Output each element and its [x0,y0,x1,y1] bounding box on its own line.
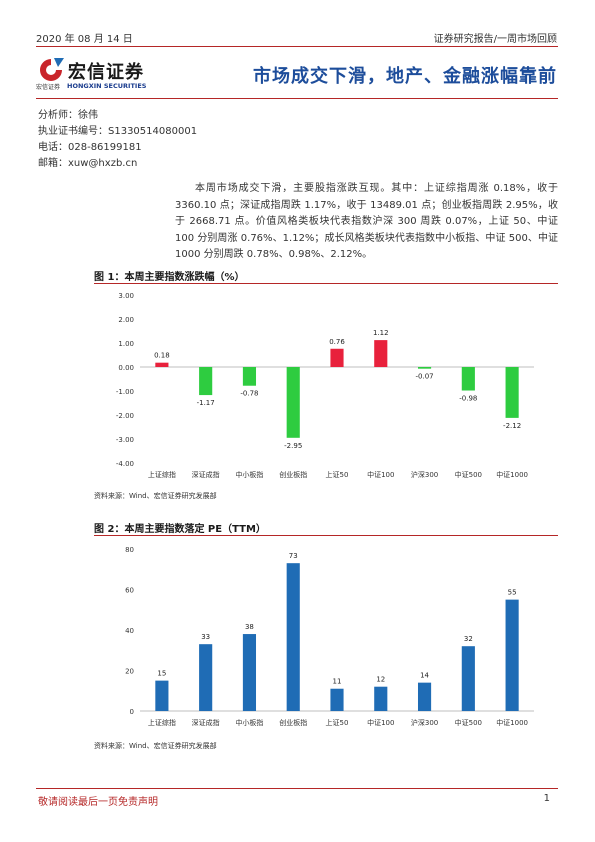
category-label: 沪深300 [411,718,438,727]
bar-上证50 [330,348,344,367]
report-date: 2020 年 08 月 14 日 [36,34,133,45]
category-label: 中小板指 [235,718,263,727]
category-label: 创业板指 [279,718,307,727]
bar-创业板指 [286,563,300,711]
category-label: 沪深300 [411,470,438,479]
category-label: 中证100 [367,718,394,727]
data-label: 0.76 [329,338,345,346]
data-label: 73 [289,552,298,560]
figure-1-title: 图 1：本周主要指数涨跌幅（%） [94,272,245,283]
figure-1-source: 资料来源：Wind、宏信证券研究发展部 [94,492,217,500]
category-label: 上证50 [326,718,349,727]
bar-上证综指 [155,680,169,711]
category-label: 创业板指 [279,470,307,479]
company-name-en: HONGXIN SECURITIES [67,82,147,90]
category-label: 上证50 [326,470,349,479]
bar-深证成指 [199,644,213,711]
y-tick-label: -4.00 [116,460,134,468]
bar-中证1000 [505,599,519,711]
bar-上证50 [330,688,344,711]
report-title: 市场成交下滑，地产、金融涨幅靠前 [253,66,557,87]
bar-中证500 [461,367,475,391]
y-tick-label: 40 [125,627,134,635]
bar-中小板指 [242,367,257,386]
category-label: 中证1000 [496,718,528,727]
analyst-name: 分析师：徐伟 [38,110,98,121]
bar-中证500 [461,646,475,711]
bar-中证100 [374,340,388,367]
bar-创业板指 [286,367,300,438]
data-label: 12 [376,676,385,684]
company-logo-icon [40,58,64,81]
footer-divider [36,788,558,789]
data-label: 11 [333,678,342,686]
category-label: 深证成指 [192,470,220,479]
data-label: -0.78 [240,390,258,398]
y-tick-label: -3.00 [116,436,134,444]
data-label: 55 [508,589,517,597]
y-tick-label: 20 [125,668,134,676]
data-label: -0.98 [459,395,477,403]
bar-沪深300 [417,367,432,369]
data-label: -2.95 [284,442,302,450]
analyst-license: 执业证书编号：S1330514080001 [38,126,198,137]
title-divider [36,98,558,99]
figure-2-divider [94,535,558,536]
report-category: 证券研究报告/一周市场回顾 [433,34,557,45]
data-label: -2.12 [503,422,521,430]
data-label: 38 [245,623,254,631]
data-label: 0.18 [154,352,170,360]
y-tick-label: -2.00 [116,412,134,420]
data-label: 15 [157,670,166,678]
y-tick-label: 2.00 [118,316,134,324]
y-tick-label: -1.00 [116,388,134,396]
data-label: -1.17 [197,399,215,407]
header-divider [36,46,558,47]
analyst-phone: 电话：028-86199181 [38,142,142,153]
data-label: -0.07 [415,373,433,381]
bar-中证1000 [505,367,519,418]
category-label: 中证500 [455,718,482,727]
category-label: 中证1000 [496,470,528,479]
figure-2-source: 资料来源：Wind、宏信证券研究发展部 [94,742,217,750]
bar-上证综指 [155,362,169,367]
summary-paragraph: 本周市场成交下滑，主要股指涨跌互现。其中：上证综指周涨 0.18%，收于 336… [175,183,558,260]
category-label: 深证成指 [192,718,220,727]
analyst-email: 邮箱：xuw@hxzb.cn [38,158,138,169]
category-label: 中证100 [367,470,394,479]
figure-2-title: 图 2：本周主要指数落定 PE（TTM） [94,524,266,535]
data-label: 14 [420,672,429,680]
y-tick-label: 60 [125,587,134,595]
company-name: 宏信证券 [68,62,144,83]
category-label: 上证综指 [148,470,176,479]
pe-bar-chart: 80 60 40 20 0 15 上证综指 33 深证成指 38 中小板指 73 创业板指 11 上证50 1… [125,546,534,727]
company-name-small: 宏信证券 [36,84,61,91]
y-tick-label: 1.00 [118,340,134,348]
figure-1-divider [94,283,558,284]
change-bar-chart: 3.00 2.00 1.00 0.00 -1.00 -2.00 -3.00 -4.00 0.18… [116,292,534,479]
y-tick-label: 0.00 [118,364,134,372]
category-label: 上证综指 [148,718,176,727]
bar-深证成指 [199,367,213,396]
disclaimer-note: 敬请阅读最后一页免责声明 [38,797,158,808]
bar-中小板指 [242,634,257,711]
bar-沪深300 [417,682,432,711]
y-tick-label: 3.00 [118,292,134,300]
data-label: 1.12 [373,329,389,337]
bar-中证100 [374,686,388,711]
category-label: 中证500 [455,470,482,479]
data-label: 33 [201,633,210,641]
data-label: 32 [464,635,473,643]
page-number: 1 [543,793,550,804]
y-tick-label: 80 [125,546,134,554]
y-tick-label: 0 [130,708,134,716]
category-label: 中小板指 [235,470,263,479]
